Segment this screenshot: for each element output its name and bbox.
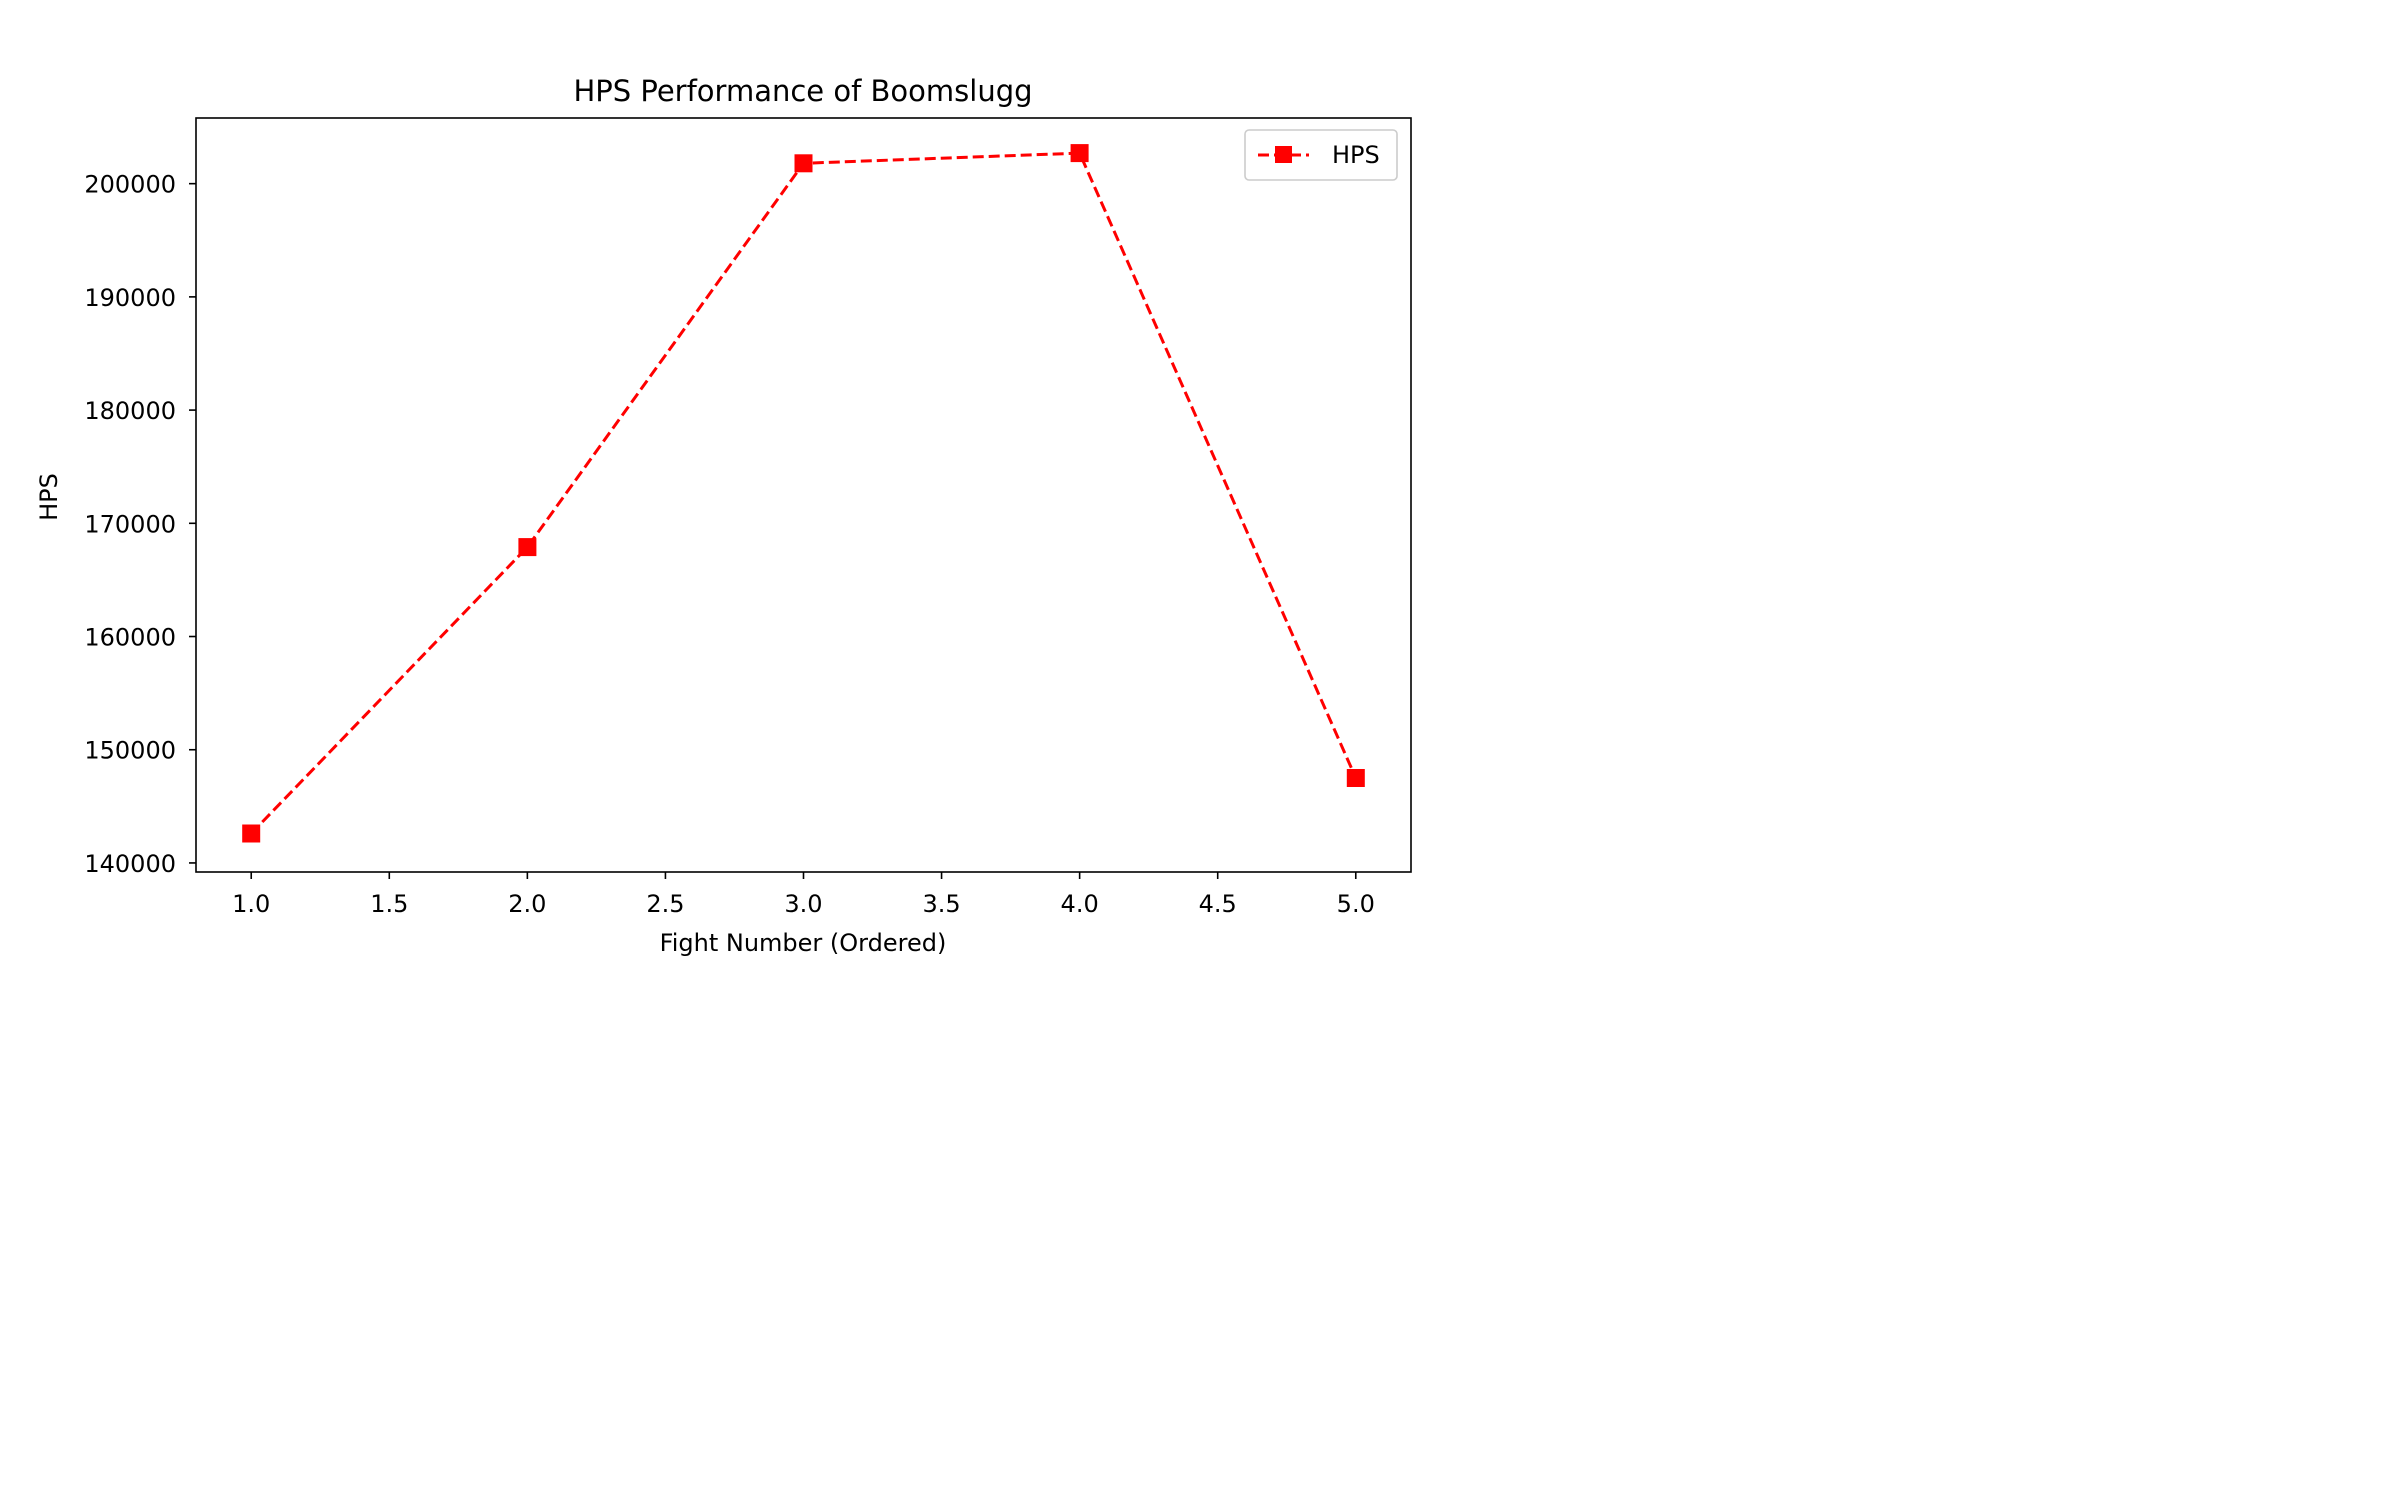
- legend-label: HPS: [1332, 141, 1380, 169]
- legend-marker-square: [1275, 146, 1292, 163]
- legend-box: [1244, 129, 1398, 181]
- x-tick-label: 4.5: [1199, 890, 1237, 918]
- y-tick-label: 160000: [84, 624, 176, 652]
- y-axis-label: HPS: [35, 473, 63, 521]
- y-tick-label: 150000: [84, 737, 176, 765]
- x-tick-label: 1.5: [370, 890, 408, 918]
- x-tick-label: 2.5: [646, 890, 684, 918]
- line-chart: HPS Performance of Boomslugg 1.0 1.5 2.0 2.…: [0, 0, 1568, 980]
- data-point-marker: [242, 824, 261, 843]
- x-tick-label: 5.0: [1337, 890, 1375, 918]
- y-axis-ticks: 140000 150000 160000 170000 180000 190000 2000…: [84, 171, 196, 878]
- chart-title: HPS Performance of Boomslugg: [573, 74, 1032, 108]
- x-tick-label: 4.0: [1061, 890, 1099, 918]
- data-point-marker: [794, 154, 813, 173]
- x-axis-ticks: 1.0 1.5 2.0 2.5 3.0 3.5 4.0 4.5 5.0: [232, 872, 1375, 918]
- axes-frame: [195, 117, 1412, 873]
- data-point-marker: [1070, 144, 1089, 163]
- x-tick-label: 2.0: [508, 890, 546, 918]
- y-tick-label: 180000: [84, 397, 176, 425]
- y-tick-label: 190000: [84, 284, 176, 312]
- legend: HPS: [1244, 129, 1398, 181]
- data-point-marker: [518, 538, 537, 557]
- data-point-marker: [1346, 769, 1365, 787]
- x-axis-label: Fight Number (Ordered): [660, 929, 947, 957]
- y-tick-label: 140000: [84, 850, 176, 878]
- y-tick-label: 200000: [84, 171, 176, 199]
- x-tick-label: 3.5: [922, 890, 960, 918]
- x-tick-label: 1.0: [232, 890, 270, 918]
- y-tick-label: 170000: [84, 510, 176, 538]
- plot-area: [242, 144, 1365, 843]
- x-tick-label: 3.0: [784, 890, 822, 918]
